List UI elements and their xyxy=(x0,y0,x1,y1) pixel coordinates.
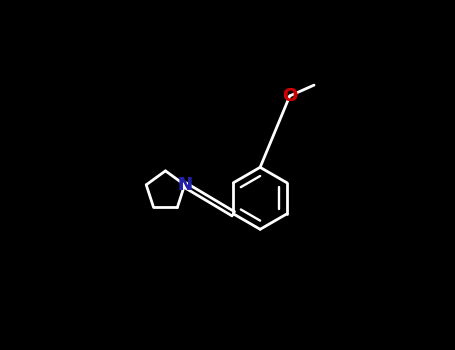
Text: O: O xyxy=(282,87,298,105)
Text: O: O xyxy=(282,87,298,105)
Text: N: N xyxy=(177,176,192,194)
Text: N: N xyxy=(177,176,192,194)
